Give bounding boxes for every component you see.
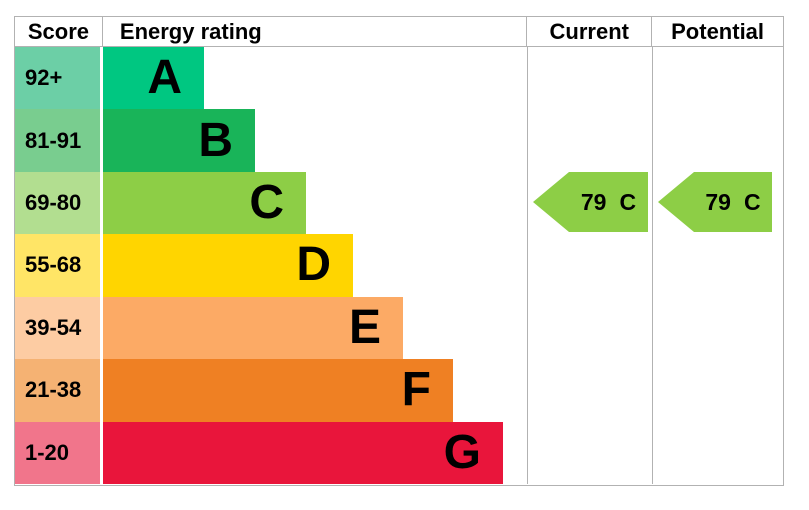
score-range-label: 1-20 xyxy=(25,439,70,465)
potential-column-divider xyxy=(652,47,653,484)
score-range-label: 21-38 xyxy=(25,377,82,403)
band-letter: D xyxy=(296,238,331,292)
score-range-cell: 81-91 xyxy=(15,109,100,172)
current-band-letter: C xyxy=(619,188,637,215)
band-letter: C xyxy=(249,176,284,230)
energy-rating-column-header: Energy rating xyxy=(119,18,262,44)
band-bar-d: D xyxy=(103,234,353,297)
band-row-a: 92+ A xyxy=(15,47,783,110)
band-bar-e: E xyxy=(103,296,403,360)
score-range-label: 69-80 xyxy=(25,190,82,216)
band-bar-c: C xyxy=(103,171,306,235)
current-rating-text: 79 C xyxy=(581,189,636,216)
band-letter: G xyxy=(443,425,481,479)
band-bar-a: A xyxy=(103,47,204,110)
band-row-d: 55-68 D xyxy=(15,234,783,297)
band-letter: F xyxy=(401,363,431,417)
band-row-g: 1-20 G xyxy=(15,421,783,484)
band-row-c: 69-80 C xyxy=(15,171,783,235)
epc-energy-rating-chart: Score Energy rating Current Potential 92… xyxy=(14,16,784,486)
band-bar-f: F xyxy=(103,359,453,422)
header-row: Score Energy rating Current Potential xyxy=(15,17,783,47)
band-row-b: 81-91 B xyxy=(15,109,783,172)
chart-body: 92+ A 81-91 B 69-80 C 55-68 D 39-54 E 21… xyxy=(15,47,783,484)
score-range-cell: 55-68 xyxy=(15,234,100,297)
score-range-cell: 1-20 xyxy=(15,421,100,484)
score-column-header: Score xyxy=(15,17,103,46)
potential-column-header: Potential xyxy=(651,17,783,46)
band-row-f: 21-38 F xyxy=(15,359,783,422)
score-range-label: 39-54 xyxy=(25,314,82,340)
score-range-cell: 92+ xyxy=(15,47,100,110)
potential-band-letter: C xyxy=(743,188,761,215)
score-range-cell: 39-54 xyxy=(15,296,100,360)
band-bar-b: B xyxy=(103,109,255,172)
current-column-header: Current xyxy=(526,17,651,46)
score-range-cell: 69-80 xyxy=(15,171,100,235)
band-letter: B xyxy=(198,113,233,167)
band-bar-g: G xyxy=(103,421,503,484)
current-score-value: 79 xyxy=(580,188,607,215)
band-letter: A xyxy=(147,51,182,105)
score-range-label: 92+ xyxy=(25,65,63,91)
potential-rating-text: 79 C xyxy=(705,189,760,216)
score-range-label: 81-91 xyxy=(25,127,82,153)
potential-score-value: 79 xyxy=(705,188,731,215)
score-range-cell: 21-38 xyxy=(15,359,100,422)
band-letter: E xyxy=(348,300,381,354)
current-column-divider xyxy=(527,47,528,484)
band-row-e: 39-54 E xyxy=(15,296,783,360)
score-range-label: 55-68 xyxy=(25,252,82,278)
